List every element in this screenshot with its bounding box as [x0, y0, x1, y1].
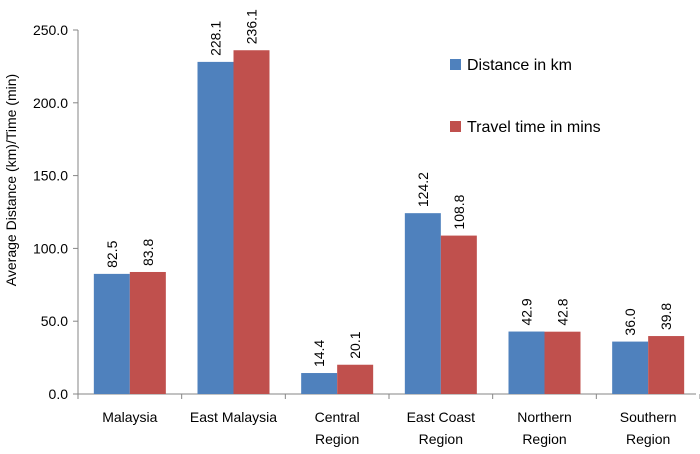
x-category-label: East Coast	[407, 409, 476, 425]
bar-distance	[301, 373, 338, 394]
y-axis-ticks: 0.0 50.0 100.0 150.0 200.0 250.0	[33, 22, 700, 402]
y-tick-label: 50.0	[41, 313, 68, 329]
x-category-label: Region	[626, 431, 670, 447]
x-category-label: Region	[522, 431, 566, 447]
data-label: 124.2	[415, 172, 431, 207]
y-tick-label: 0.0	[49, 386, 69, 402]
y-tick-label: 150.0	[33, 168, 68, 184]
legend-swatch	[450, 121, 461, 132]
bar-travel-time	[440, 235, 477, 394]
y-tick-label: 250.0	[33, 22, 68, 38]
x-category-label: Central	[315, 409, 360, 425]
legend-label: Distance in km	[467, 57, 572, 74]
data-label: 82.5	[104, 240, 120, 267]
data-label: 20.1	[347, 331, 363, 358]
data-label: 236.1	[244, 9, 260, 44]
data-label: 108.8	[451, 194, 467, 229]
x-category-label: Southern	[620, 409, 677, 425]
bar-travel-time	[648, 336, 685, 394]
x-axis-labels: Malaysia East Malaysia Central Region East C…	[102, 409, 676, 447]
bar-travel-time	[337, 364, 374, 394]
data-label: 14.4	[311, 340, 327, 367]
y-tick-label: 200.0	[33, 95, 68, 111]
data-label: 83.8	[140, 239, 156, 266]
x-category-label: Region	[419, 431, 463, 447]
data-label: 42.8	[555, 298, 571, 325]
legend: Distance in km Travel time in mins	[450, 57, 601, 136]
bar-distance	[197, 61, 234, 394]
data-labels-group: 82.5 83.8 228.1 236.1 14.4 20.1 124.2 108.8 42.9…	[104, 9, 674, 367]
y-tick-label: 100.0	[33, 240, 68, 256]
y-axis-title: Average Distance (km)/Time (min)	[3, 74, 19, 286]
bar-distance	[612, 341, 649, 394]
bar-distance	[93, 273, 130, 394]
data-label: 39.8	[658, 303, 674, 330]
x-category-label: Northern	[517, 409, 571, 425]
bar-distance	[508, 331, 545, 394]
data-label: 42.9	[519, 298, 535, 325]
bar-travel-time	[233, 50, 270, 394]
bars-group	[93, 50, 685, 394]
bar-travel-time	[544, 331, 581, 394]
x-category-label: East Malaysia	[190, 409, 277, 425]
bar-distance	[404, 213, 441, 394]
data-label: 228.1	[208, 21, 224, 56]
data-label: 36.0	[622, 308, 638, 335]
x-category-label: Region	[315, 431, 359, 447]
x-category-label: Malaysia	[102, 409, 157, 425]
bar-travel-time	[129, 271, 166, 394]
legend-swatch	[450, 59, 461, 70]
y-axis-title-group: Average Distance (km)/Time (min)	[3, 74, 19, 286]
legend-label: Travel time in mins	[467, 119, 601, 136]
